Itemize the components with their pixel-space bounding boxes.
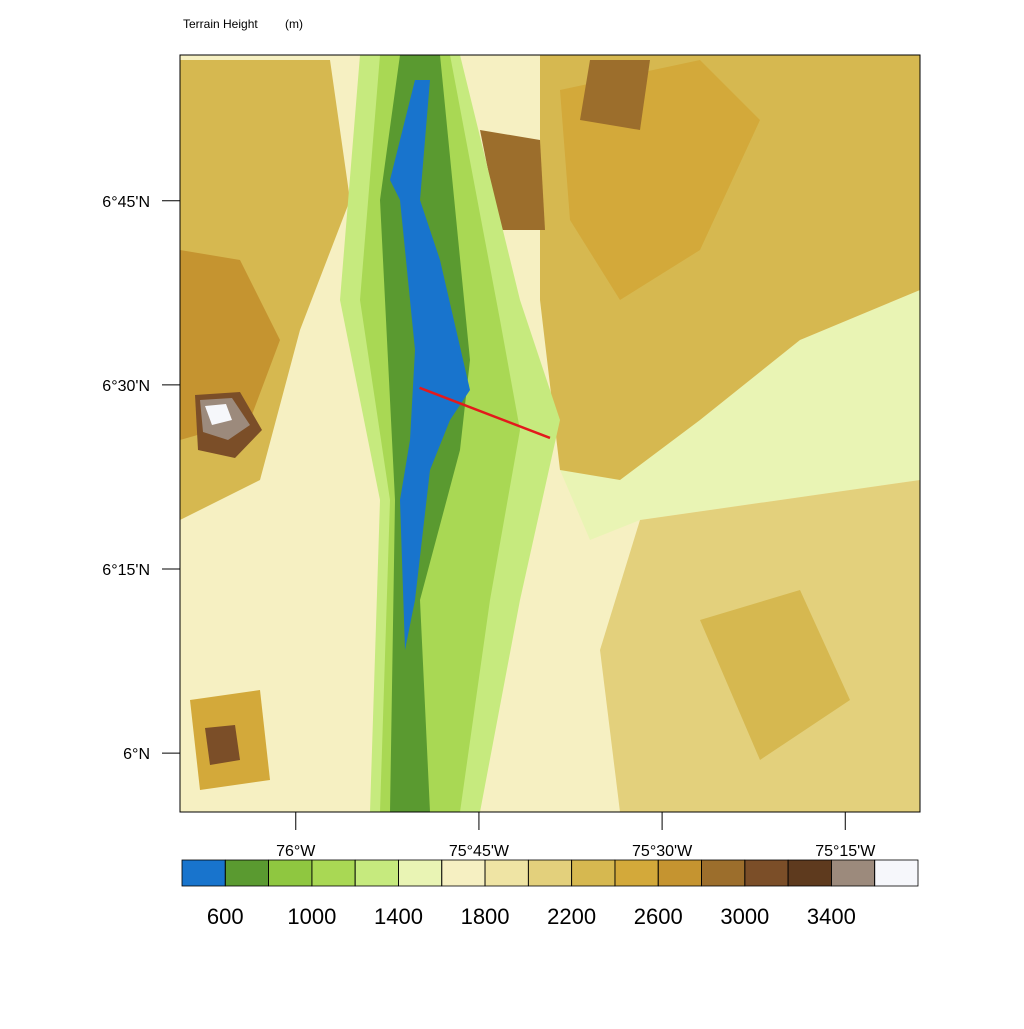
colorbar-box bbox=[874, 859, 919, 887]
colorbar-box bbox=[268, 859, 313, 887]
colorbar-box bbox=[224, 859, 269, 887]
y-tick-label: 6°15'N bbox=[102, 562, 150, 579]
terrain-fill bbox=[180, 250, 280, 440]
colorbar-box bbox=[311, 859, 356, 887]
colorbar-box bbox=[398, 859, 443, 887]
units: (m) bbox=[285, 17, 303, 31]
x-tick-label: 75°45'W bbox=[449, 843, 510, 860]
x-tick-label: 76°W bbox=[276, 843, 316, 860]
x-tick-label: 75°15'W bbox=[815, 843, 876, 860]
colorbar-label: 1000 bbox=[287, 904, 336, 929]
terrain-fill bbox=[580, 60, 650, 130]
colorbar-box bbox=[614, 859, 659, 887]
terrain-fill bbox=[205, 404, 232, 425]
y-tick-label: 6°45'N bbox=[102, 194, 150, 211]
terrain bbox=[180, 55, 920, 812]
colorbar-label: 1400 bbox=[374, 904, 423, 929]
colorbar-box bbox=[441, 859, 486, 887]
colorbar-label: 600 bbox=[207, 904, 244, 929]
terrain-fill bbox=[700, 590, 850, 760]
colorbar-label: 1800 bbox=[461, 904, 510, 929]
colorbar-box bbox=[354, 859, 399, 887]
colorbar-label: 3000 bbox=[720, 904, 769, 929]
colorbar-box bbox=[701, 859, 746, 887]
colorbar-box bbox=[744, 859, 789, 887]
terrain-fill bbox=[560, 290, 920, 540]
map-frame bbox=[179, 54, 921, 813]
x-tick-label: 75°30'W bbox=[632, 843, 693, 860]
terrain-fill bbox=[205, 725, 240, 765]
colorbar-label: 2200 bbox=[547, 904, 596, 929]
y-tick-label: 6°30'N bbox=[102, 378, 150, 395]
cross-section-line bbox=[419, 386, 551, 440]
colorbar-box bbox=[657, 859, 702, 887]
colorbar-box bbox=[831, 859, 876, 887]
colorbar-box bbox=[787, 859, 832, 887]
colorbar-box bbox=[527, 859, 573, 887]
y-tick-label: 6°N bbox=[123, 746, 150, 763]
colorbar-label: 2600 bbox=[634, 904, 683, 929]
colorbar-box bbox=[484, 859, 529, 887]
title: Terrain Height bbox=[183, 17, 258, 31]
colorbar-box bbox=[571, 859, 616, 887]
colorbar-box bbox=[181, 859, 226, 887]
colorbar-label: 3400 bbox=[807, 904, 856, 929]
river bbox=[390, 80, 470, 650]
